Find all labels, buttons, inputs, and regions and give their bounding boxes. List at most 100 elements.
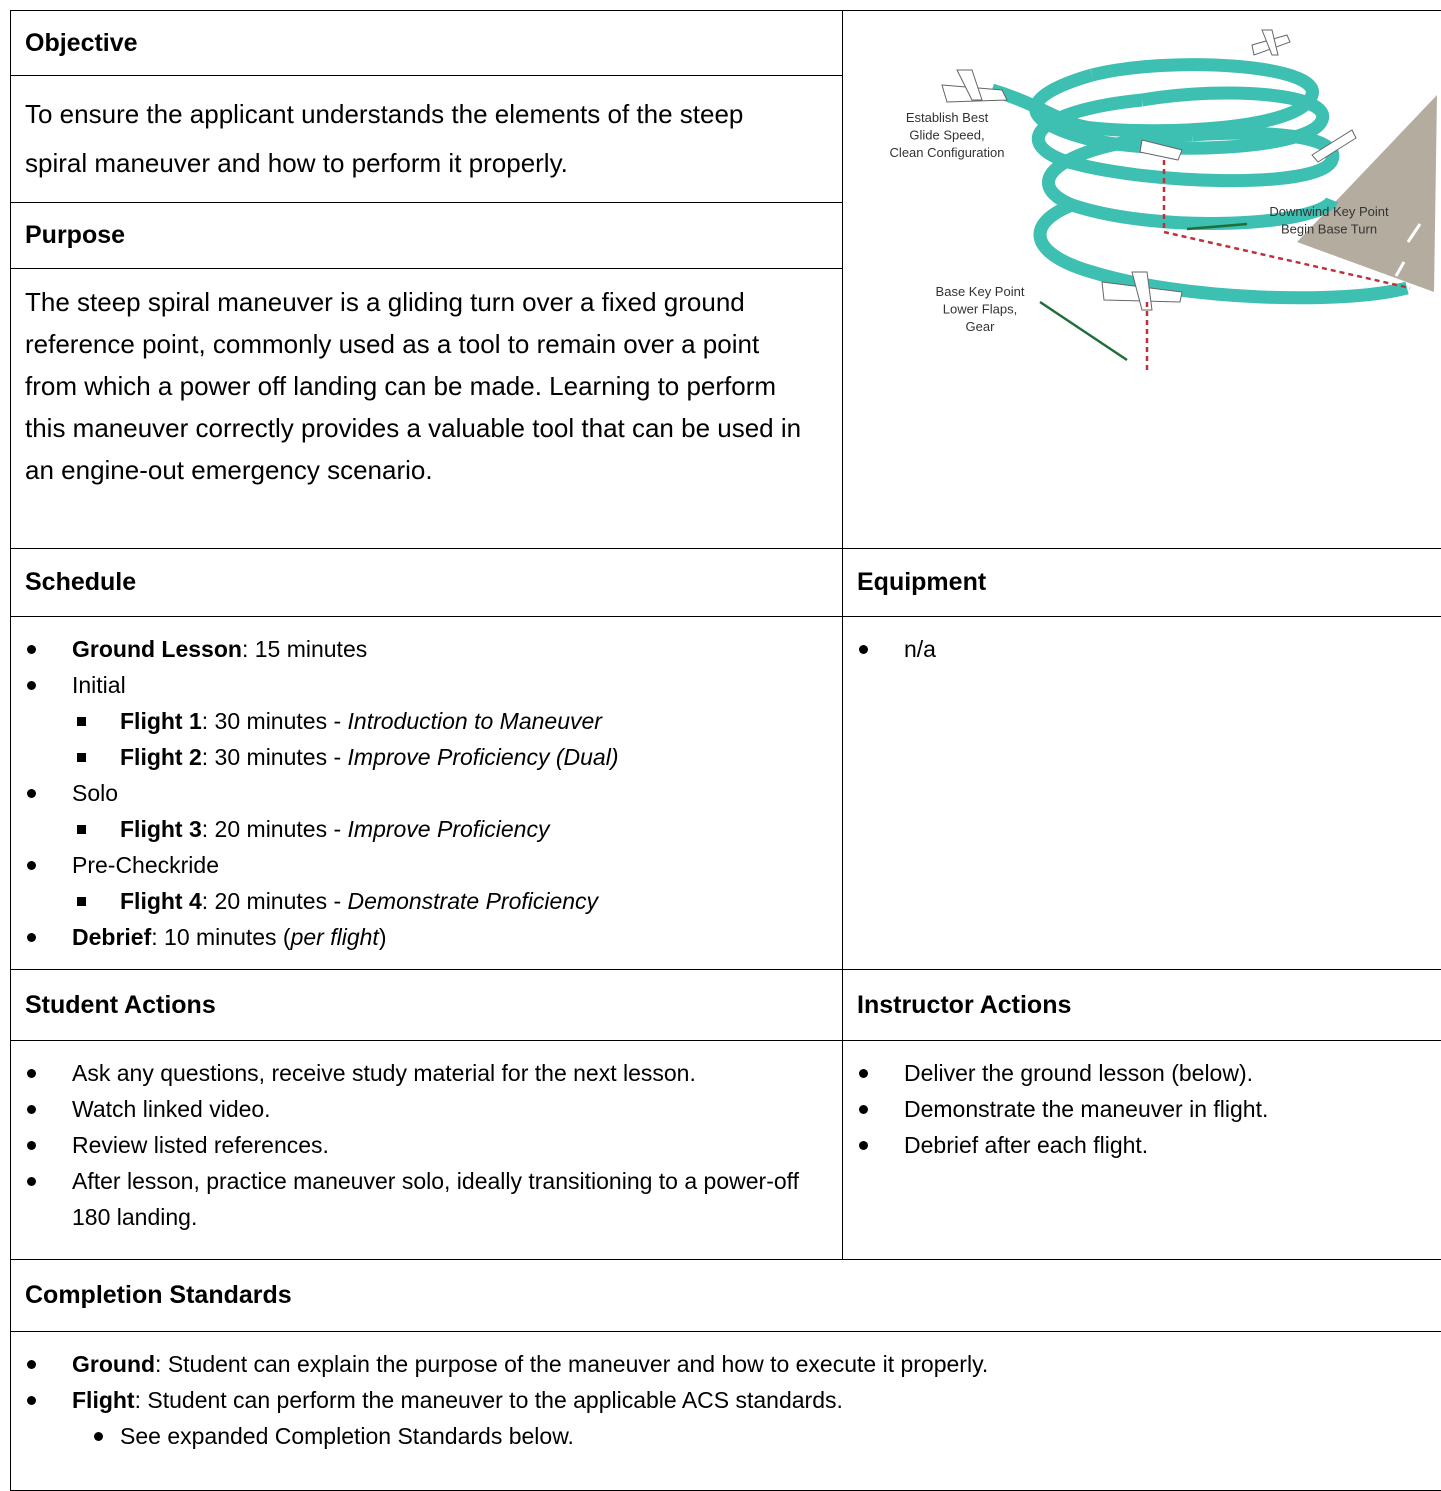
diagram-label: Begin Base Turn	[1281, 222, 1377, 237]
text: : 30 minutes -	[201, 708, 348, 734]
list-item: Debrief: 10 minutes (per flight)	[11, 919, 831, 955]
completion-heading: Completion Standards	[10, 1259, 1441, 1332]
list-item: See expanded Completion Standards below.	[11, 1418, 1411, 1454]
pointer-arrows	[1039, 222, 1248, 362]
bullet	[27, 681, 36, 690]
diagram-label: Lower Flaps,	[943, 302, 1017, 317]
objective-text: To ensure the applicant understands the …	[10, 75, 843, 203]
bullet	[77, 897, 86, 906]
bold-text: Debrief	[72, 924, 152, 950]
text: Demonstrate the maneuver in flight.	[904, 1096, 1269, 1122]
diagram-label: Downwind Key Point	[1269, 204, 1389, 219]
airplanes	[941, 29, 1357, 311]
completion-cell: Ground: Student can explain the purpose …	[10, 1331, 1441, 1491]
spiral-diagram: Establish Best Glide Speed, Clean Configur…	[890, 29, 1437, 370]
list-item: Deliver the ground lesson (below).	[843, 1055, 1433, 1091]
list-item: Review listed references.	[11, 1127, 811, 1163]
list-item: Flight: Student can perform the maneuver…	[11, 1382, 1411, 1418]
instructor-actions-cell: Deliver the ground lesson (below). Demons…	[842, 1040, 1441, 1260]
bullet	[27, 861, 36, 870]
bullet	[27, 1396, 36, 1405]
runway-mark	[1406, 223, 1422, 243]
bold-text: Flight	[72, 1387, 135, 1413]
text: After lesson, practice maneuver solo, id…	[72, 1168, 806, 1230]
italic-text: per flight	[290, 924, 379, 950]
student-actions-cell: Ask any questions, receive study materia…	[10, 1040, 843, 1260]
text: : 20 minutes -	[201, 816, 348, 842]
objective-heading: Objective	[10, 10, 843, 76]
diagram-cell: Establish Best Glide Speed, Clean Configur…	[842, 10, 1441, 549]
diagram-label: Clean Configuration	[890, 145, 1005, 160]
bold-text: Flight 3	[120, 816, 202, 842]
bullet	[94, 1432, 103, 1441]
bullet	[859, 645, 868, 654]
text: Deliver the ground lesson (below).	[904, 1060, 1254, 1086]
bullet	[859, 1105, 868, 1114]
list-item: Ask any questions, receive study materia…	[11, 1055, 811, 1091]
text: : 10 minutes (	[151, 924, 291, 950]
purpose-text: The steep spiral maneuver is a gliding t…	[10, 268, 843, 549]
list-item: Solo	[11, 775, 831, 811]
text: : 15 minutes	[241, 636, 368, 662]
bullet	[27, 789, 36, 798]
text: Pre-Checkride	[72, 852, 219, 878]
italic-text: Demonstrate Proficiency	[347, 888, 599, 914]
list-item: Debrief after each flight.	[843, 1127, 1433, 1163]
diagram-label: Glide Speed,	[909, 128, 984, 143]
bullet	[27, 1069, 36, 1078]
schedule-heading: Schedule	[10, 548, 843, 617]
text: : 30 minutes -	[201, 744, 348, 770]
text: n/a	[904, 636, 936, 662]
text: Review listed references.	[72, 1132, 329, 1158]
text: Initial	[72, 672, 126, 698]
bold-text: Flight 4	[120, 888, 202, 914]
equipment-cell: n/a	[842, 616, 1441, 970]
text: : 20 minutes -	[201, 888, 348, 914]
text: Watch linked video.	[72, 1096, 271, 1122]
bold-text: Flight 1	[120, 708, 202, 734]
list-item: Flight 1: 30 minutes - Introduction to M…	[11, 703, 831, 739]
diagram-label: Base Key Point	[936, 284, 1025, 299]
diagram-label: Gear	[966, 319, 996, 334]
student-actions-heading: Student Actions	[10, 969, 843, 1041]
bullet	[859, 1069, 868, 1078]
text: Solo	[72, 780, 119, 806]
list-item: Flight 3: 20 minutes - Improve Proficien…	[11, 811, 831, 847]
list-item: Initial	[11, 667, 831, 703]
bullet	[77, 717, 86, 726]
bullet	[27, 1141, 36, 1150]
text: Debrief after each flight.	[904, 1132, 1149, 1158]
instructor-actions-heading: Instructor Actions	[842, 969, 1441, 1041]
runway	[1297, 95, 1437, 292]
list-item: n/a	[843, 631, 1433, 667]
italic-text: Introduction to Maneuver	[347, 708, 602, 734]
bullet	[27, 1360, 36, 1369]
list-item: Watch linked video.	[11, 1091, 811, 1127]
italic-text: Improve Proficiency (Dual)	[347, 744, 619, 770]
list-item: After lesson, practice maneuver solo, id…	[11, 1163, 811, 1235]
text: : Student can perform the maneuver to th…	[134, 1387, 843, 1413]
bullet	[27, 1177, 36, 1186]
schedule-cell: Ground Lesson: 15 minutes Initial Flight 1…	[10, 616, 843, 970]
text: Ask any questions, receive study materia…	[72, 1060, 696, 1086]
list-item: Demonstrate the maneuver in flight.	[843, 1091, 1433, 1127]
equipment-heading: Equipment	[842, 548, 1441, 617]
list-item: Flight 2: 30 minutes - Improve Proficien…	[11, 739, 831, 775]
bold-text: Ground Lesson	[72, 636, 242, 662]
bullet	[77, 825, 86, 834]
reference-lines	[1145, 160, 1411, 370]
runway-mark	[1394, 261, 1406, 277]
text: )	[378, 924, 387, 950]
italic-text: Improve Proficiency	[347, 816, 550, 842]
text: : Student can explain the purpose of the…	[155, 1351, 989, 1377]
list-item: Ground: Student can explain the purpose …	[11, 1346, 1411, 1382]
purpose-heading: Purpose	[10, 202, 843, 269]
bold-text: Flight 2	[120, 744, 202, 770]
bullet	[27, 933, 36, 942]
list-item: Pre-Checkride	[11, 847, 831, 883]
text: See expanded Completion Standards below.	[120, 1423, 574, 1449]
bullet	[859, 1141, 868, 1150]
list-item: Flight 4: 20 minutes - Demonstrate Profi…	[11, 883, 831, 919]
